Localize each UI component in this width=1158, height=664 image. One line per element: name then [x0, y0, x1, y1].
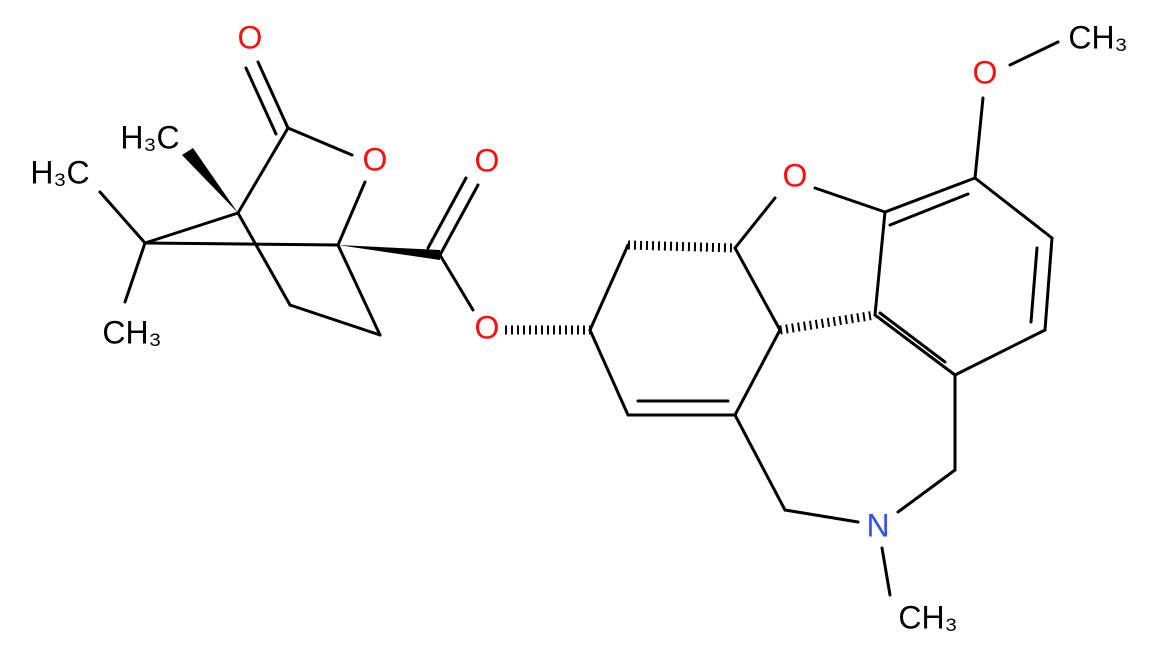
atom-labels: O H₃C H₃C O O CH₃ O O O CH₃ N CH₃ — [30, 19, 1127, 635]
atom-label: O — [475, 309, 500, 345]
atom-label: O — [783, 157, 808, 193]
atom-label: CH₃ — [898, 599, 957, 635]
bonds — [98, 40, 1060, 597]
atom-label: O — [238, 19, 263, 55]
atom-label: CH₃ — [1068, 19, 1127, 55]
atom-label: O — [475, 142, 500, 178]
atom-label: H₃C — [30, 154, 89, 190]
atom-label: N — [866, 507, 889, 543]
atom-label: O — [973, 54, 998, 90]
atom-label: H₃C — [120, 119, 179, 155]
atom-label: O — [363, 141, 388, 177]
atom-label: CH₃ — [102, 314, 161, 350]
